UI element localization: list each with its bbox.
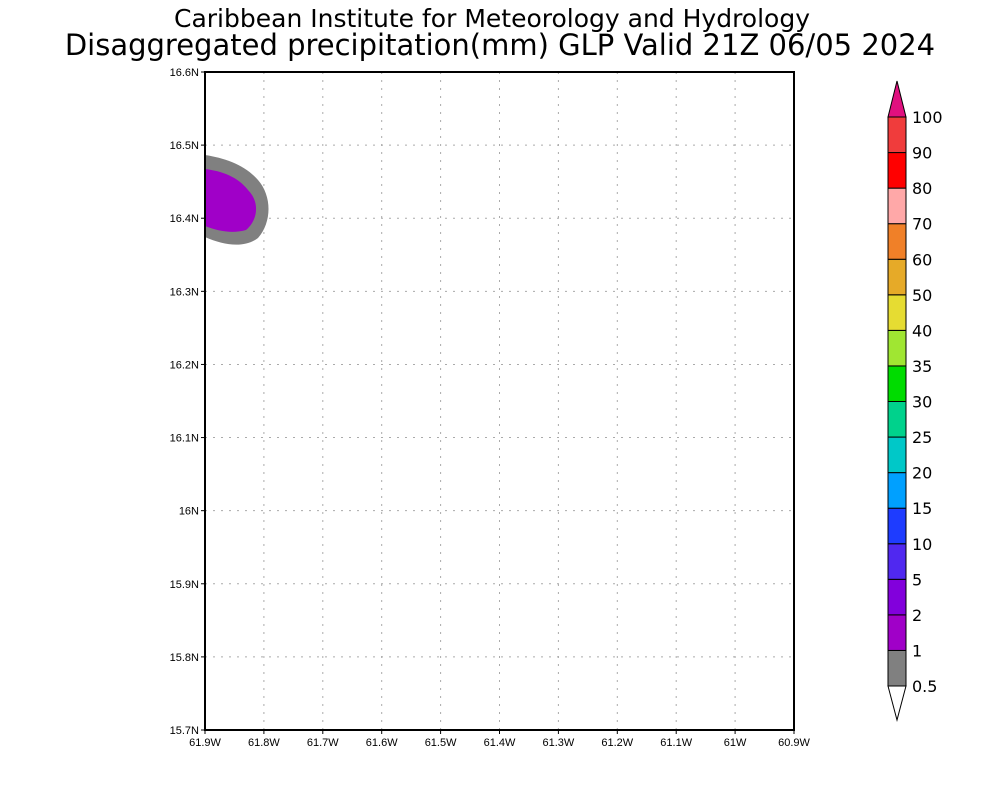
colorbar-bin [887,614,907,651]
x-tick-label: 61.5W [425,737,457,749]
colorbar-bin [887,152,907,189]
colorbar-label: 30 [912,393,932,412]
colorbar-bin [887,401,907,438]
colorbar-label: 50 [912,286,932,305]
x-tick-label: 60.9W [778,737,810,749]
colorbar-bin [887,116,907,154]
y-tick-label: 16.3N [170,286,199,298]
colorbar-bin [887,649,907,687]
x-tick-label: 61.2W [601,737,633,749]
y-tick-label: 16.5N [170,140,199,152]
x-tick-label: 61.6W [366,737,398,749]
x-tick-label: 61.9W [189,737,221,749]
y-tick-label: 15.9N [170,579,199,591]
colorbar-label: 90 [912,144,932,163]
colorbar-label: 15 [912,499,932,518]
colorbar-label: 25 [912,428,932,447]
map-title: Disaggregated precipitation(mm) GLP Vali… [64,28,936,62]
colorbar-label: 20 [912,464,932,483]
institute-title: Caribbean Institute for Meteorology and … [174,4,810,33]
y-tick-label: 16.4N [170,213,199,225]
colorbar-over-triangle [887,80,907,118]
precip-area-1-2mm [205,169,257,232]
colorbar-bin [887,472,907,509]
y-tick-label: 16.2N [170,359,199,371]
colorbar-label: 10 [912,535,932,554]
colorbar-bin [887,436,907,474]
axis-ticks: 61.9W 61.8W 61.7W 61.6W 61.5W 61.4W 61.3W 61.2W… [170,67,811,749]
colorbar-bin [887,258,907,296]
colorbar-bin [887,365,907,402]
colorbar-label: 60 [912,250,932,269]
colorbar-bin [887,223,907,260]
x-tick-label: 61.7W [307,737,339,749]
x-tick-label: 61W [724,737,747,749]
colorbar-label: 2 [912,606,922,625]
x-tick-label: 61.8W [248,737,280,749]
x-tick-label: 61.3W [543,737,575,749]
y-tick-label: 16.1N [170,433,199,445]
gridlines [205,72,794,730]
colorbar-label: 80 [912,179,932,198]
colorbar-label: 40 [912,321,932,340]
x-tick-label: 61.4W [484,737,516,749]
colorbar-bin [887,578,907,616]
colorbar-label: 100 [912,108,943,127]
colorbar-label: 5 [912,570,922,589]
y-tick-label: 16.6N [170,67,199,79]
colorbar-label: 0.5 [912,677,937,696]
y-tick-label: 16N [179,506,199,518]
colorbar-label: 1 [912,641,922,660]
colorbar-bin [887,329,907,367]
x-tick-label: 61.1W [660,737,692,749]
colorbar-label: 35 [912,357,932,376]
precip-field [205,155,269,245]
colorbar-bin [887,543,907,580]
y-tick-label: 15.8N [170,652,199,664]
y-tick-label: 15.7N [170,725,199,737]
colorbar-bin [887,187,907,225]
colorbar-label: 70 [912,215,932,234]
colorbar-bin [887,294,907,331]
colorbar-under-triangle [887,685,907,722]
colorbar-bin [887,507,907,545]
